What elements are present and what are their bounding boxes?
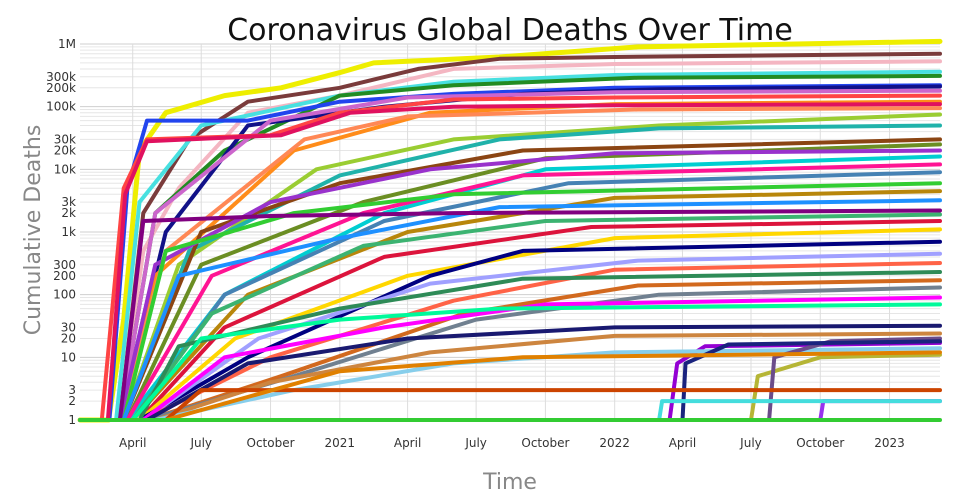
y-axis-title: Cumulative Deaths [21,125,46,336]
y-tick-label: 1M [58,37,76,51]
y-tick-label: 2 [68,394,76,408]
y-tick-label: 300 [53,258,76,272]
y-tick-label: 30k [54,132,76,146]
x-tick-label: 2021 [325,436,356,450]
x-tick-label: July [739,436,762,450]
series-line-11 [78,102,942,422]
x-tick-label: July [464,436,487,450]
y-tick-label: 3k [61,195,76,209]
series-line-4 [78,69,942,422]
y-tick-label: 100k [46,100,76,114]
x-tick-label: July [189,436,212,450]
x-axis-ticks: April July October 2021 April July October 2022… [119,436,905,450]
x-tick-label: April [669,436,696,450]
x-tick-label: 2022 [599,436,630,450]
y-tick-label: 300k [46,70,76,84]
y-tick-label: 200k [46,81,76,95]
y-tick-label: 10k [54,162,76,176]
x-axis-title: Time [482,470,537,495]
y-tick-label: 100 [53,288,76,302]
y-tick-label: 1k [61,225,76,239]
y-tick-label: 2k [61,206,76,220]
x-tick-label: April [394,436,421,450]
y-tick-label: 3 [68,383,76,397]
y-tick-label: 20k [54,143,76,157]
y-tick-label: 10 [61,350,76,364]
x-tick-label: October [247,436,295,450]
series-lines [77,38,943,423]
series-line-43 [78,388,942,422]
x-tick-label: October [521,436,569,450]
x-tick-label: October [796,436,844,450]
y-tick-label: 30 [61,320,76,334]
x-tick-label: 2023 [874,436,905,450]
y-tick-label: 1 [68,413,76,427]
y-tick-label: 20 [61,331,76,345]
chart-title: Coronavirus Global Deaths Over Time [227,13,793,48]
y-tick-label: 200 [53,269,76,283]
x-tick-label: April [119,436,146,450]
series-line-1 [77,38,943,423]
